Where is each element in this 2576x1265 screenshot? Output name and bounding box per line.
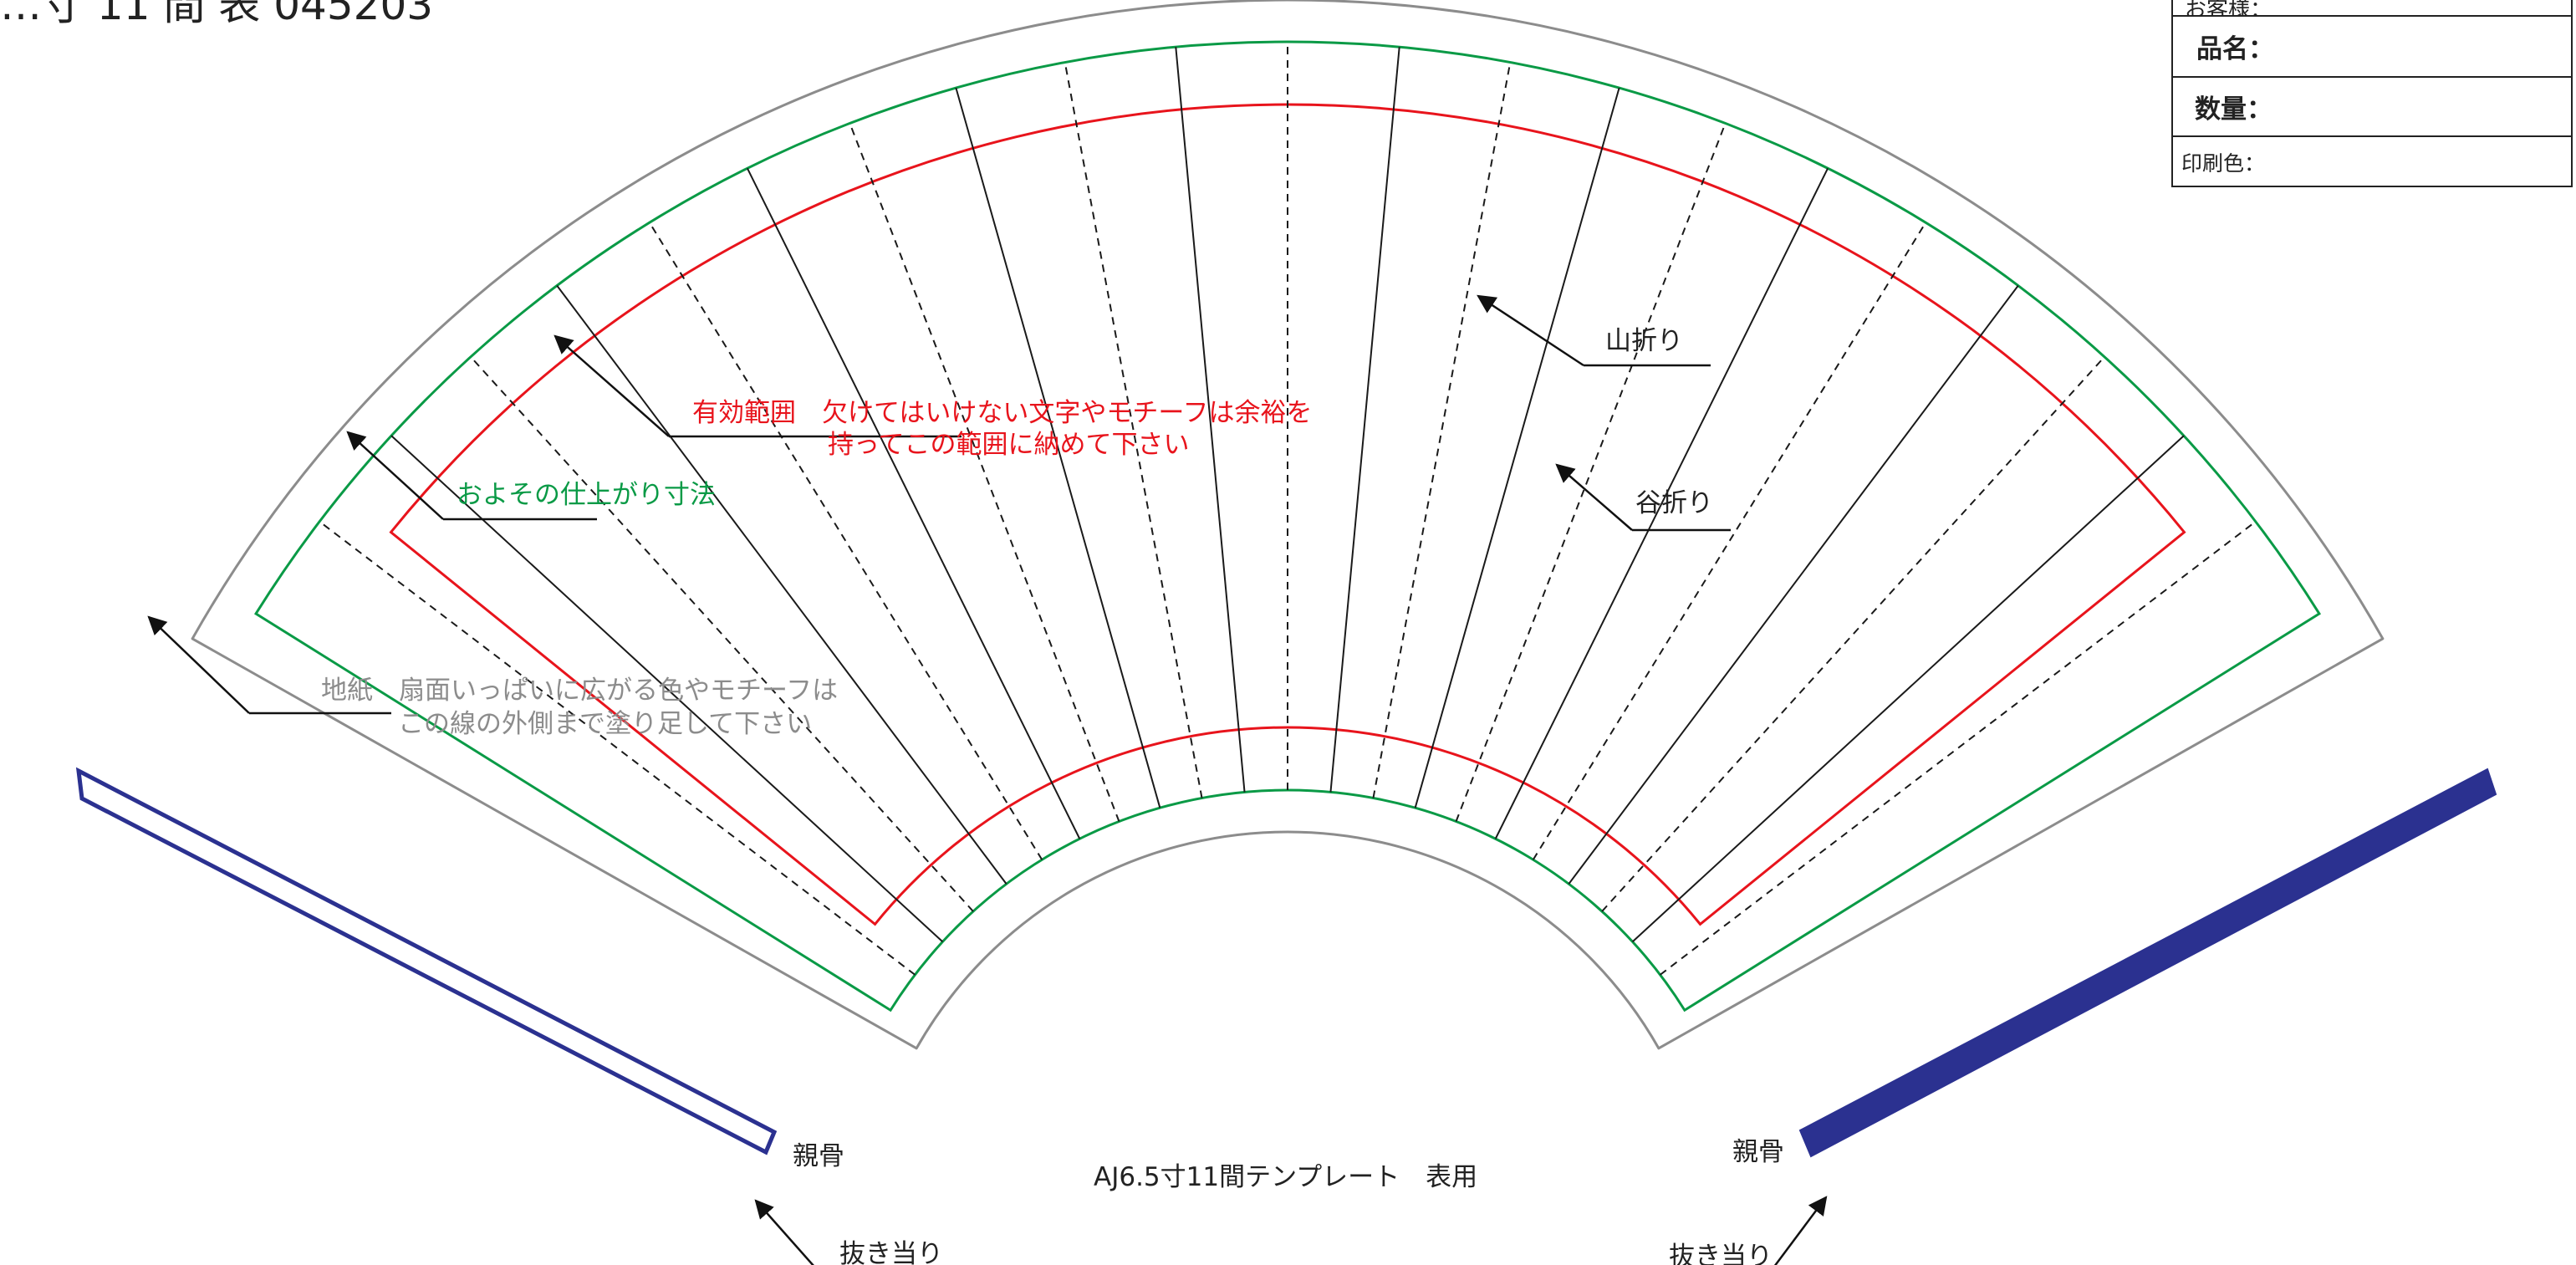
label-die-cut-right: 抜き当り [1669, 1242, 1773, 1265]
valley-fold-line [1455, 123, 1727, 822]
valley-fold-line [1064, 62, 1203, 798]
leader-die-cut-left [754, 1199, 814, 1265]
label-main-rib-left: 親骨 [793, 1141, 844, 1171]
order-info-box: お客様： 品名： 数量： 印刷色： [2171, 0, 2573, 187]
leader-base-paper [147, 615, 250, 714]
main-rib-left [75, 767, 778, 1155]
label-template-title: AJ6.5寸11間テンプレート 表用 [1094, 1162, 1477, 1192]
valley-fold-line [1601, 356, 2105, 912]
leader-finish-size [346, 431, 444, 520]
label-base-paper-2: この線の外側まで塗り足して下さい [398, 709, 812, 739]
mountain-fold-line [1631, 435, 2185, 943]
base-paper-outline [191, 0, 2385, 1050]
label-mountain-fold: 山折り [1605, 326, 1683, 356]
leader-effective-area [553, 334, 670, 437]
finish-size-outline [254, 40, 2321, 1013]
leader-die-cut-right [1773, 1196, 1828, 1265]
quantity-label: 数量： [2173, 76, 2571, 135]
label-effective-area-2: 持ってこの範囲に納めて下さい [828, 430, 1189, 460]
diagram-labels: 有効範囲 欠けてはいけない文字やモチーフは余裕を 持ってこの範囲に納めて下さい … [321, 326, 1784, 1265]
fan-outline-group [191, 0, 2385, 1050]
mountain-fold-line [1568, 284, 2019, 885]
mountain-fold-line [1494, 167, 1829, 839]
mountain-fold-line [955, 87, 1161, 808]
header-text: …寸 11 間 表 045203 [0, 0, 434, 29]
valley-fold-line [1660, 521, 2257, 976]
valley-fold-line [470, 356, 974, 912]
valley-fold-line [319, 521, 916, 976]
label-main-rib-right: 親骨 [1732, 1137, 1784, 1167]
valley-fold-line [648, 222, 1043, 860]
leader-valley-fold [1555, 463, 1633, 531]
mountain-fold-line [556, 284, 1007, 885]
product-name-label: 品名： [2173, 15, 2571, 76]
leader-lines [147, 294, 1828, 1265]
valley-fold-line [1532, 222, 1927, 860]
mountain-fold-line [746, 167, 1081, 839]
valley-fold-line [1372, 62, 1512, 798]
valley-fold-line [849, 123, 1120, 822]
mountain-fold-line [1329, 47, 1400, 793]
customer-label: お客様： [2185, 0, 2272, 17]
print-color-label: 印刷色： [2173, 135, 2571, 187]
main-rib-right [1798, 768, 2497, 1158]
label-valley-fold: 谷折り [1635, 488, 1713, 518]
mountain-fold-line [1175, 47, 1246, 793]
effective-area-outline [389, 103, 2186, 926]
label-base-paper-1: 地紙 扇面いっぱいに広がる色やモチーフは [321, 676, 838, 706]
mountain-fold-line [1414, 87, 1620, 808]
label-die-cut-left: 抜き当り [839, 1239, 943, 1265]
label-finish-size: およその仕上がり寸法 [457, 480, 716, 510]
label-effective-area-1: 有効範囲 欠けてはいけない文字やモチーフは余裕を [692, 398, 1313, 428]
leader-mountain-fold [1477, 294, 1584, 367]
